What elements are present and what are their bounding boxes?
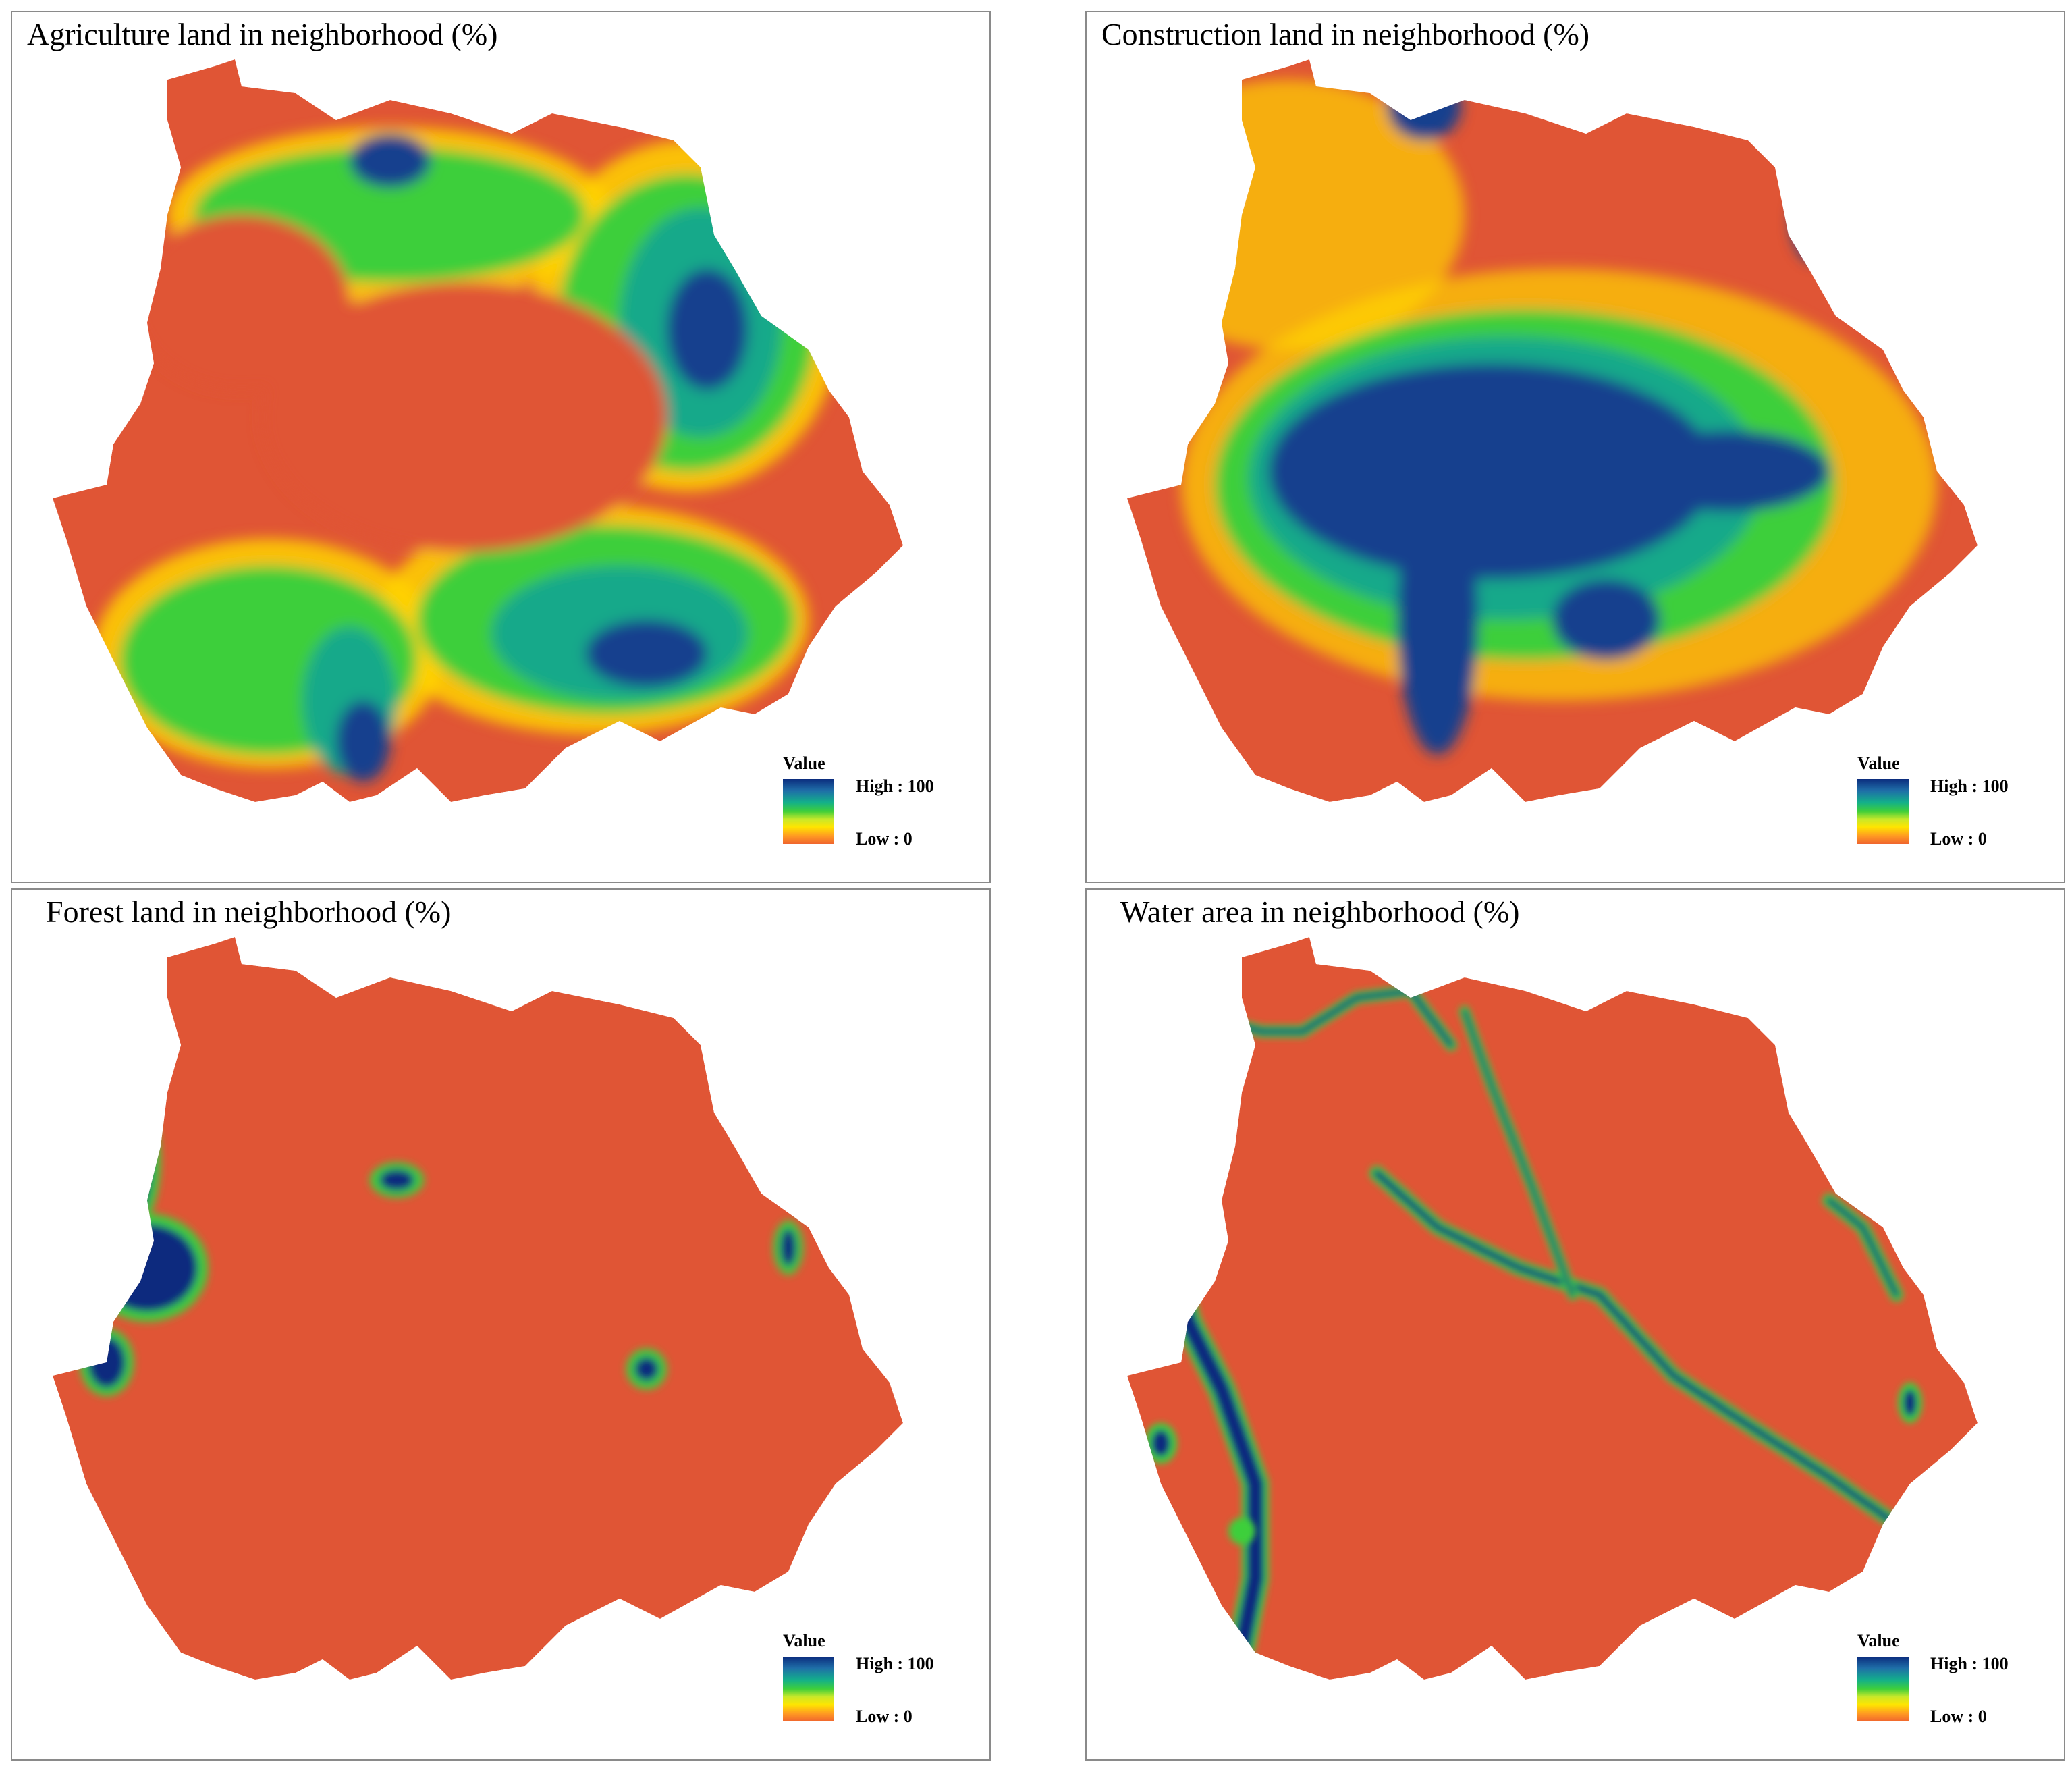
map-legend: Value High : 100 Low : 0: [783, 1631, 958, 1732]
legend-high-label: High : 100: [1930, 776, 2009, 796]
water-map: [1127, 937, 1978, 1680]
map-legend: Value High : 100 Low : 0: [1857, 1631, 2033, 1732]
map-panel-construction: Construction land in neighborhood (%): [1085, 11, 2065, 883]
color-ramp: [783, 1657, 834, 1721]
color-ramp: [1857, 779, 1909, 844]
panel-title: Water area in neighborhood (%): [1120, 894, 1520, 929]
agriculture-map: [53, 59, 903, 802]
legend-high-label: High : 100: [856, 1654, 934, 1673]
color-ramp: [783, 779, 834, 844]
panel-title: Construction land in neighborhood (%): [1101, 17, 1590, 51]
legend-low-label: Low : 0: [1930, 829, 1987, 849]
map-panel-water: Water area in neighborhood (%): [1085, 888, 2065, 1761]
map-legend: Value High : 100 Low : 0: [1857, 753, 2033, 855]
legend-low-label: Low : 0: [856, 1707, 912, 1726]
legend-low-label: Low : 0: [856, 829, 912, 849]
legend-high-label: High : 100: [1930, 1654, 2009, 1673]
panel-title: Agriculture land in neighborhood (%): [27, 17, 498, 51]
forest-map: [53, 937, 903, 1680]
forest-raster: [53, 937, 903, 1680]
construction-raster: [1127, 59, 1978, 802]
legend-low-label: Low : 0: [1930, 1707, 1987, 1726]
water-raster: [1127, 937, 1978, 1680]
panel-title: Forest land in neighborhood (%): [46, 894, 452, 929]
construction-map: [1127, 59, 1978, 802]
legend-title: Value: [1857, 1631, 1900, 1651]
legend-title: Value: [1857, 753, 1900, 773]
legend-title: Value: [783, 1631, 825, 1651]
map-panel-forest: Forest land in neighborhood (%): [11, 888, 991, 1761]
agriculture-raster: [53, 59, 903, 802]
legend-high-label: High : 100: [856, 776, 934, 796]
map-legend: Value High : 100 Low : 0: [783, 753, 958, 855]
legend-title: Value: [783, 753, 825, 773]
color-ramp: [1857, 1657, 1909, 1721]
map-panel-agriculture: Agriculture land in neighborhood (%): [11, 11, 991, 883]
